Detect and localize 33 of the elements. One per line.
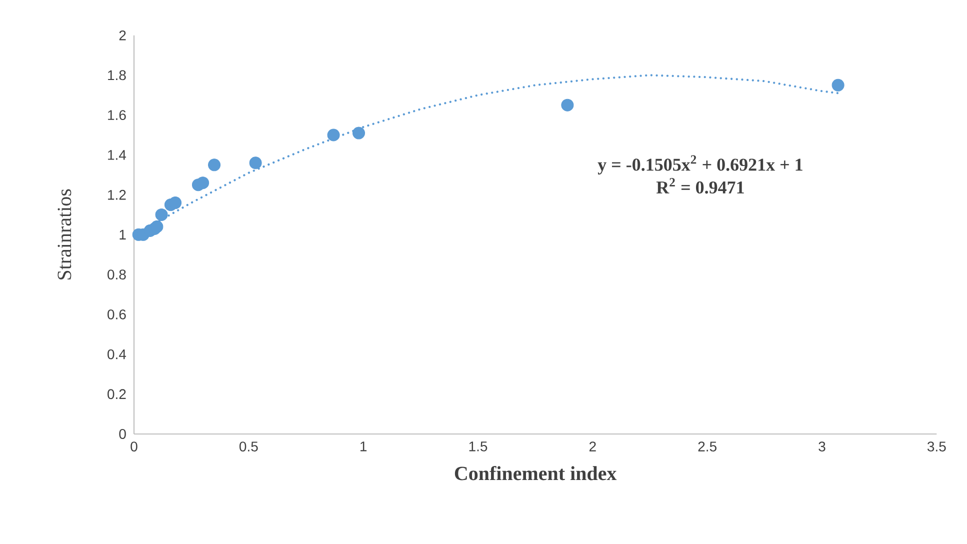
x-tick-label: 0.5 (239, 442, 258, 452)
x-axis-title: Confinement index (454, 466, 617, 480)
point (832, 78, 844, 92)
point (561, 98, 574, 112)
y-axis-title: Strainratios (58, 189, 72, 280)
y-tick-label: 2 (119, 30, 126, 40)
y-tick-label: 1.2 (108, 190, 126, 200)
point (352, 126, 366, 140)
annotation: y = -0.1505x$^{2}$ + 0.6921x + 1 (598, 155, 802, 174)
x-tick-label: 2 (589, 442, 596, 452)
point (196, 176, 210, 190)
point (155, 208, 168, 222)
y-tick-label: 0.4 (108, 349, 126, 360)
annotation: R$^{2}$ = 0.9471 (656, 178, 744, 194)
point (169, 196, 182, 210)
x-tick-label: 2.5 (698, 442, 716, 452)
y-tick-label: 0.8 (108, 270, 126, 280)
y-tick-label: 1.8 (108, 70, 126, 80)
x-tick-label: 3.5 (927, 442, 946, 452)
point (249, 156, 262, 170)
y-tick-label: 0.2 (108, 389, 126, 400)
x-tick-label: 0 (130, 442, 138, 452)
x-tick-label: 1.5 (469, 442, 488, 452)
x-tick-label: 1 (360, 442, 367, 452)
y-tick-label: 1 (120, 230, 126, 240)
y-tick-label: 1.6 (108, 110, 126, 120)
point (150, 220, 164, 233)
y-tick-label: 0.6 (108, 309, 126, 320)
y-tick-label: 0 (119, 429, 126, 439)
point (208, 158, 221, 172)
point (327, 128, 340, 142)
x-tick-label: 3 (818, 442, 826, 452)
y-tick-label: 1.4 (108, 150, 126, 160)
